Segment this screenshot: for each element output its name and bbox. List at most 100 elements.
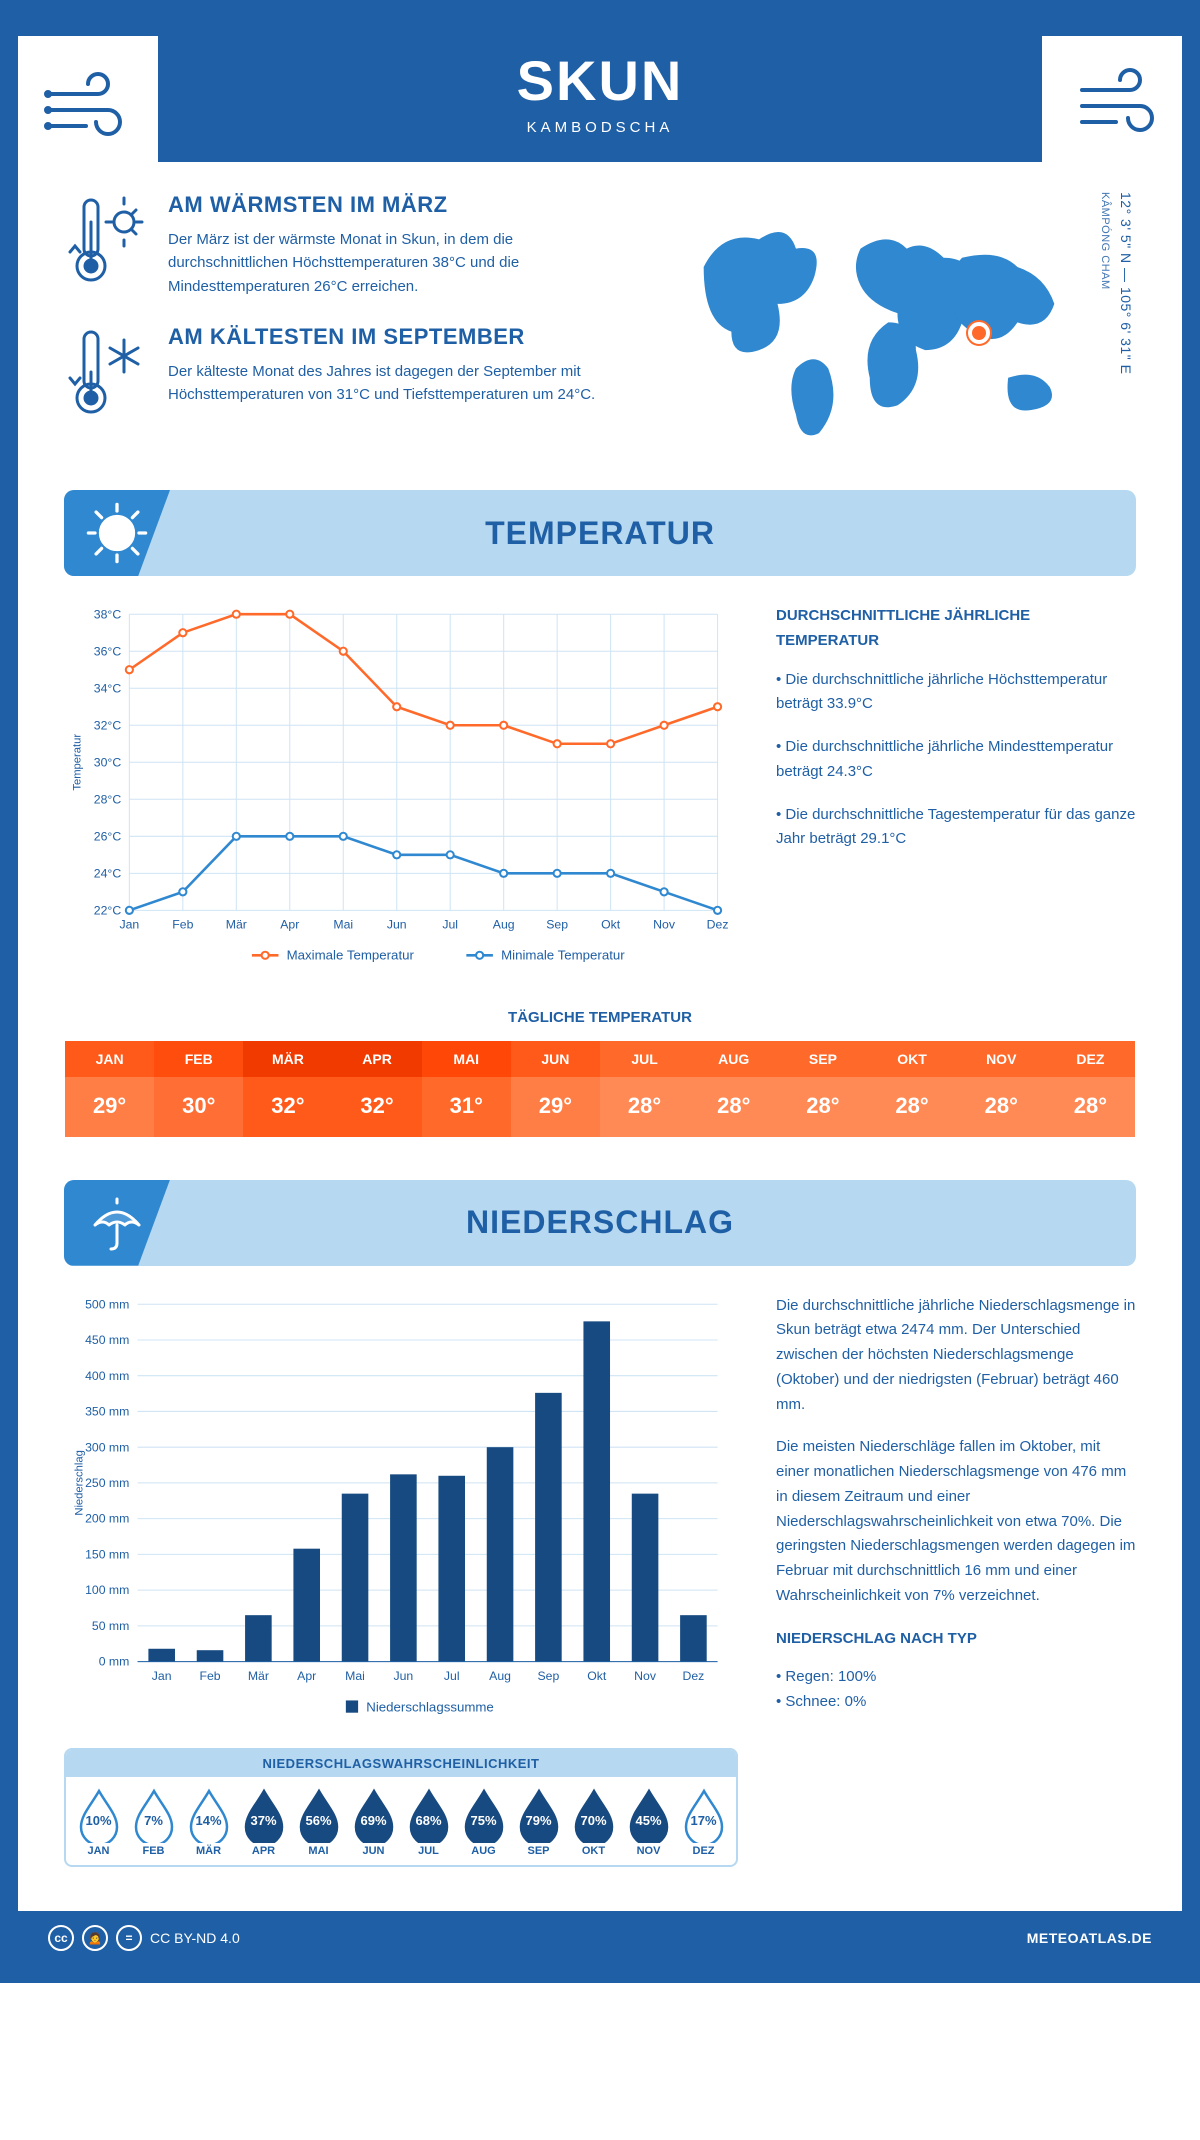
svg-text:Aug: Aug [493,918,515,932]
daily-value: 28° [957,1077,1046,1137]
svg-text:Jan: Jan [152,1669,172,1683]
svg-text:34°C: 34°C [94,681,122,695]
page-title: SKUN [18,48,1182,113]
svg-text:Minimale Temperatur: Minimale Temperatur [501,947,625,962]
svg-text:28°C: 28°C [94,792,122,806]
svg-text:Nov: Nov [653,918,676,932]
precip-side: Die durchschnittliche jährliche Niedersc… [776,1294,1136,1867]
daily-head: SEP [778,1041,867,1077]
prob-drop: 10%JAN [72,1787,125,1857]
svg-text:36°C: 36°C [94,644,122,658]
prob-drop: 7%FEB [127,1787,180,1857]
svg-text:Feb: Feb [199,1669,220,1683]
daily-head: JUN [511,1041,600,1077]
svg-text:Jun: Jun [394,1669,414,1683]
svg-text:Maximale Temperatur: Maximale Temperatur [287,947,415,962]
svg-text:Okt: Okt [601,918,621,932]
svg-text:Niederschlag: Niederschlag [73,1450,85,1515]
cc-icon: cc [48,1925,74,1951]
daily-head: APR [332,1041,421,1077]
precip-heading: NIEDERSCHLAG [466,1204,734,1241]
precip-type-title: NIEDERSCHLAG NACH TYP [776,1627,1136,1652]
svg-text:Okt: Okt [587,1669,607,1683]
location-marker-icon [968,322,990,344]
coordinates: 12° 3' 5" N — 105° 6' 31" E KÂMPÓNG CHAM [1094,192,1136,462]
svg-text:30°C: 30°C [94,755,122,769]
temperature-banner: TEMPERATUR [64,490,1136,576]
daily-head: MAI [422,1041,511,1077]
daily-value: 28° [1046,1077,1135,1137]
prob-drop: 17%DEZ [677,1787,730,1857]
svg-text:50 mm: 50 mm [92,1619,129,1633]
prob-drop: 14%MÄR [182,1787,235,1857]
prob-drop: 45%NOV [622,1787,675,1857]
precip-type-line: • Regen: 100% [776,1665,1136,1690]
precip-bar-chart: 0 mm50 mm100 mm150 mm200 mm250 mm300 mm3… [64,1294,738,1723]
svg-text:Feb: Feb [172,918,193,932]
prob-drop: 70%OKT [567,1787,620,1857]
daily-head: AUG [689,1041,778,1077]
prob-drop: 75%AUG [457,1787,510,1857]
svg-text:Mai: Mai [333,918,353,932]
precip-paragraph: Die meisten Niederschläge fallen im Okto… [776,1435,1136,1608]
prob-drop: 37%APR [237,1787,290,1857]
prob-drop: 56%MAI [292,1787,345,1857]
daily-temp-title: TÄGLICHE TEMPERATUR [64,1009,1136,1026]
daily-value: 32° [332,1077,421,1137]
svg-text:Aug: Aug [489,1669,511,1683]
daily-head: JUL [600,1041,689,1077]
daily-head: OKT [867,1041,956,1077]
svg-text:32°C: 32°C [94,718,122,732]
daily-value: 29° [65,1077,154,1137]
wind-icon-right [1042,36,1182,176]
svg-text:Dez: Dez [707,918,729,932]
svg-text:26°C: 26°C [94,829,122,843]
prob-drop: 79%SEP [512,1787,565,1857]
wind-icon-left [18,36,158,176]
svg-text:450 mm: 450 mm [85,1333,129,1347]
temp-bullet: • Die durchschnittliche jährliche Höchst… [776,668,1136,718]
svg-text:22°C: 22°C [94,903,122,917]
svg-text:24°C: 24°C [94,866,122,880]
svg-text:250 mm: 250 mm [85,1476,129,1490]
sun-icon [84,500,150,566]
temp-side-heading: DURCHSCHNITTLICHE JÄHRLICHE TEMPERATUR [776,604,1136,654]
daily-value: 28° [600,1077,689,1137]
svg-text:100 mm: 100 mm [85,1583,129,1597]
daily-value: 29° [511,1077,600,1137]
coldest-block: AM KÄLTESTEN IM SEPTEMBER Der kälteste M… [64,324,636,429]
daily-value: 32° [243,1077,332,1137]
svg-text:Apr: Apr [280,918,299,932]
daily-head: DEZ [1046,1041,1135,1077]
precip-probability-strip: NIEDERSCHLAGSWAHRSCHEINLICHKEIT 10%JAN7%… [64,1748,738,1867]
warmest-text: Der März ist der wärmste Monat in Skun, … [168,228,636,298]
thermometer-snow-icon [64,324,148,429]
svg-text:0 mm: 0 mm [99,1654,130,1668]
daily-value: 28° [778,1077,867,1137]
svg-text:Dez: Dez [683,1669,705,1683]
precip-type-line: • Schnee: 0% [776,1690,1136,1715]
daily-value: 31° [422,1077,511,1137]
daily-head: NOV [957,1041,1046,1077]
svg-text:Mai: Mai [345,1669,365,1683]
daily-value: 28° [689,1077,778,1137]
umbrella-icon [87,1193,147,1253]
license: cc 🙍 = CC BY-ND 4.0 [48,1925,240,1951]
svg-text:350 mm: 350 mm [85,1404,129,1418]
coldest-text: Der kälteste Monat des Jahres ist dagege… [168,360,636,407]
by-icon: 🙍 [82,1925,108,1951]
thermometer-sun-icon [64,192,148,298]
svg-text:Mär: Mär [226,918,247,932]
svg-text:38°C: 38°C [94,607,122,621]
svg-text:Apr: Apr [297,1669,316,1683]
intro-section: AM WÄRMSTEN IM MÄRZ Der März ist der wär… [64,192,1136,462]
temp-bullet: • Die durchschnittliche Tagestemperatur … [776,803,1136,853]
daily-temp-table: JANFEBMÄRAPRMAIJUNJULAUGSEPOKTNOVDEZ29°3… [64,1040,1136,1138]
daily-head: JAN [65,1041,154,1077]
header: SKUN KAMBODSCHA [18,18,1182,162]
daily-value: 28° [867,1077,956,1137]
svg-text:300 mm: 300 mm [85,1440,129,1454]
temperature-heading: TEMPERATUR [485,515,715,552]
temperature-line-chart: 22°C24°C26°C28°C30°C32°C34°C36°C38°CJanF… [64,604,738,972]
svg-text:Sep: Sep [537,1669,559,1683]
